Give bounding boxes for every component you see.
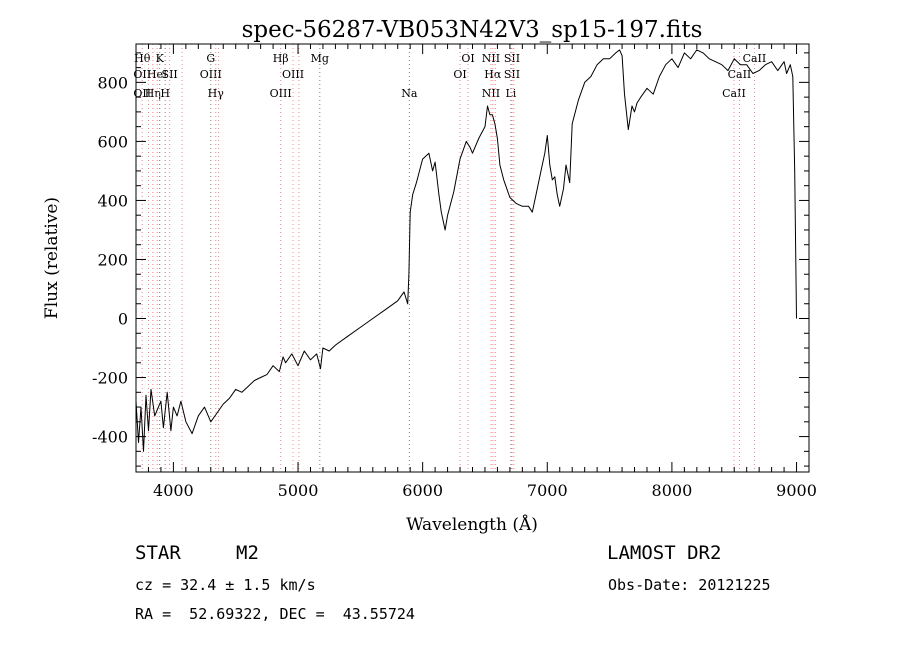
line-label: SII <box>162 68 178 81</box>
line-label: K <box>156 52 165 65</box>
y-tick-label: -200 <box>92 369 128 388</box>
x-tick-label: 7000 <box>527 481 568 500</box>
y-tick-label: 200 <box>97 250 128 269</box>
spectrum-line <box>135 49 797 452</box>
line-label: OIII <box>270 87 292 100</box>
y-tick-label: -400 <box>92 428 128 447</box>
line-label: Mg <box>311 52 329 65</box>
line-label: OII <box>133 68 151 81</box>
y-axis: -400 -200 0 200 400 600 800 <box>92 52 809 467</box>
subclass: M2 <box>236 542 259 564</box>
x-tick-label: 6000 <box>402 481 443 500</box>
plot-frame <box>135 43 810 473</box>
y-tick-label: 0 <box>118 310 128 329</box>
line-label: Hα <box>484 68 502 81</box>
line-label: OI <box>453 68 466 81</box>
line-label: Li <box>505 87 516 100</box>
x-tick-label: 8000 <box>652 481 693 500</box>
line-label: HeI <box>147 68 167 81</box>
line-label: Hγ <box>208 87 225 100</box>
line-label: NII <box>482 87 500 100</box>
line-label: Hη <box>145 87 161 100</box>
x-tick-label: 9000 <box>776 481 817 500</box>
line-label: CaII <box>743 52 767 65</box>
line-label: Hθ <box>134 52 151 65</box>
line-label: Hβ <box>273 52 289 65</box>
line-label: OIII <box>282 68 304 81</box>
x-tick-label: 5000 <box>278 481 319 500</box>
line-label: OIII <box>200 68 222 81</box>
line-label: SII <box>504 52 520 65</box>
y-axis-label: Flux (relative) <box>42 197 62 319</box>
line-markers: HθOIIOIIHηHeIKHSIIGOIIIHγHβOIIIOIIIMgNaO… <box>133 44 766 472</box>
x-axis-label: Wavelength (Å) <box>406 514 538 535</box>
redshift: cz = 32.4 ± 1.5 km/s <box>135 576 316 594</box>
y-tick-label: 400 <box>97 191 128 210</box>
line-label: CaII <box>722 87 746 100</box>
coordinates: RA = 52.69322, DEC = 43.55724 <box>135 605 415 623</box>
chart-title: spec-56287-VB053N42V3_sp15-197.fits <box>242 17 703 43</box>
line-label: Na <box>401 87 418 100</box>
line-label: NII <box>482 52 500 65</box>
x-tick-label: 4000 <box>153 481 194 500</box>
line-label: CaII <box>728 68 752 81</box>
survey-name: LAMOST DR2 <box>607 542 722 564</box>
y-tick-label: 600 <box>97 132 128 151</box>
obs-date: Obs-Date: 20121225 <box>608 576 771 594</box>
line-label: G <box>206 52 215 65</box>
x-axis: 4000 5000 6000 7000 8000 9000 <box>135 44 817 500</box>
object-class: STAR <box>135 542 181 564</box>
line-label: H <box>160 87 170 100</box>
line-label: SII <box>504 68 520 81</box>
line-label: OI <box>461 52 474 65</box>
y-tick-label: 800 <box>97 73 128 92</box>
